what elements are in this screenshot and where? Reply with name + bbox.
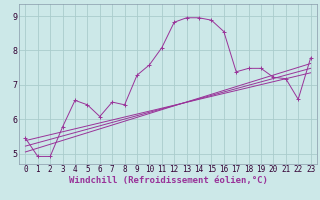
X-axis label: Windchill (Refroidissement éolien,°C): Windchill (Refroidissement éolien,°C) — [68, 176, 268, 185]
